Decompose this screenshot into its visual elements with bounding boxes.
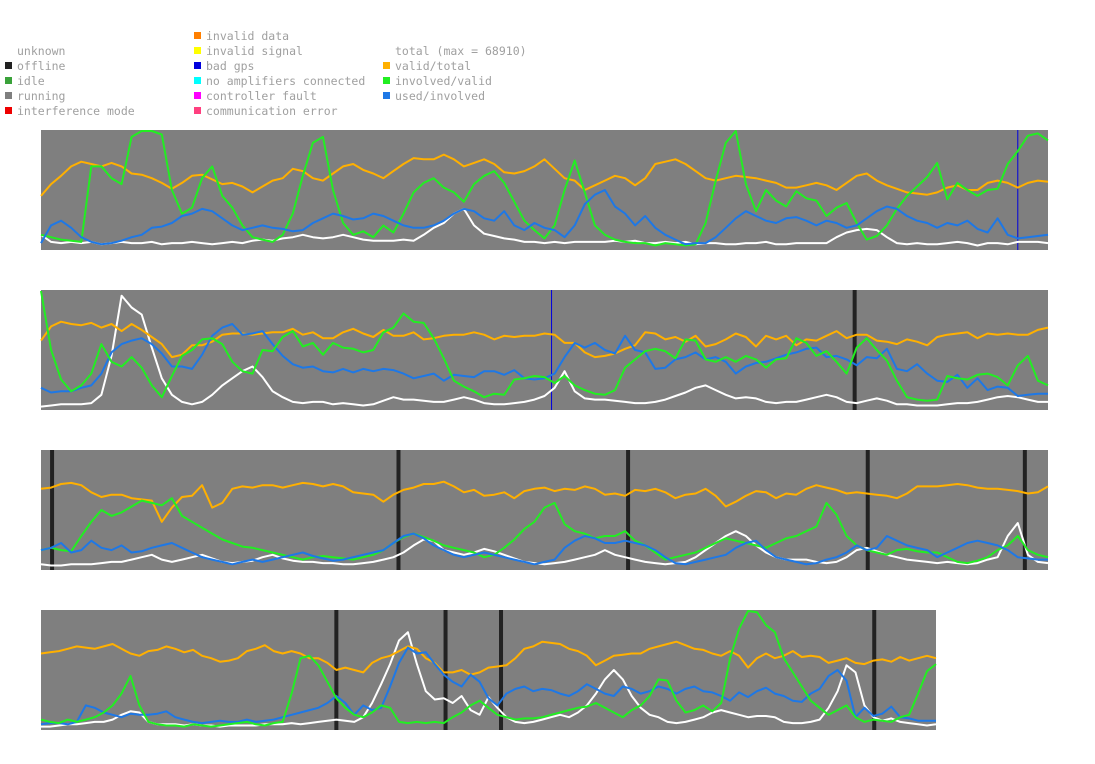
legend-label: total (max = 68910) — [395, 44, 527, 58]
legend-label: unknown — [17, 44, 66, 58]
status-marker-offline — [443, 610, 448, 730]
status-marker-offline — [852, 290, 857, 410]
chart-legend: unknown offline idle running interference mo… — [0, 0, 1095, 125]
legend-swatch — [5, 62, 12, 69]
timeline-panel-2 — [40, 290, 1049, 410]
legend-swatch — [5, 92, 12, 99]
series-line-total — [40, 294, 1048, 408]
timeline-panel-3 — [40, 450, 1049, 570]
legend-label: no amplifiers connected — [206, 74, 366, 88]
legend-swatch — [194, 92, 201, 99]
series-line-involved-valid — [40, 610, 937, 728]
legend-swatch — [194, 77, 201, 84]
legend-label: involved/valid — [395, 74, 492, 88]
series-line-valid-total — [40, 640, 937, 676]
status-marker-offline — [1022, 450, 1027, 570]
legend-swatch — [194, 32, 201, 39]
legend-swatch — [383, 92, 390, 99]
legend-label: invalid data — [206, 29, 290, 43]
legend-label: bad gps — [206, 59, 255, 73]
series-line-valid-total — [40, 153, 1049, 197]
legend-swatch — [194, 107, 201, 114]
legend-swatch — [5, 107, 12, 114]
status-marker-bad-gps — [1017, 130, 1019, 250]
status-marker-offline — [865, 450, 870, 570]
legend-swatch — [194, 47, 201, 54]
series-line-involved-valid — [40, 290, 1049, 402]
series-line-used-involved — [40, 189, 1049, 246]
legend-swatch — [5, 47, 12, 54]
panel-background — [41, 290, 1048, 410]
legend-label: offline — [17, 59, 66, 73]
panel-background — [41, 610, 936, 730]
status-marker-offline — [396, 450, 401, 570]
legend-swatch — [383, 62, 390, 69]
status-marker-offline — [626, 450, 631, 570]
series-line-involved-valid — [40, 130, 1049, 247]
timeline-panel-1 — [40, 130, 1049, 250]
legend-label: used/involved — [395, 89, 486, 103]
timeline-panel-4 — [40, 610, 937, 730]
legend-swatch — [383, 47, 390, 54]
series-line-used-involved — [40, 323, 1048, 397]
legend-label: idle — [17, 74, 45, 88]
status-marker-offline — [499, 610, 504, 730]
panel-background — [41, 450, 1048, 570]
legend-swatch — [383, 77, 390, 84]
status-marker-offline — [50, 450, 55, 570]
series-line-involved-valid — [40, 497, 1049, 565]
legend-swatch — [194, 62, 201, 69]
legend-swatch — [5, 77, 12, 84]
legend-label: communication error — [206, 104, 338, 118]
legend-label: interference mode — [17, 104, 135, 118]
series-line-used-involved — [40, 532, 1048, 566]
status-marker-bad-gps — [551, 290, 553, 410]
status-marker-offline — [872, 610, 877, 730]
panel-background — [41, 130, 1048, 250]
legend-label: valid/total — [395, 59, 472, 73]
legend-label: running — [17, 89, 66, 103]
series-line-valid-total — [40, 480, 1049, 523]
legend-label: controller fault — [206, 89, 317, 103]
series-line-used-involved — [40, 646, 936, 726]
legend-label: invalid signal — [206, 44, 303, 58]
